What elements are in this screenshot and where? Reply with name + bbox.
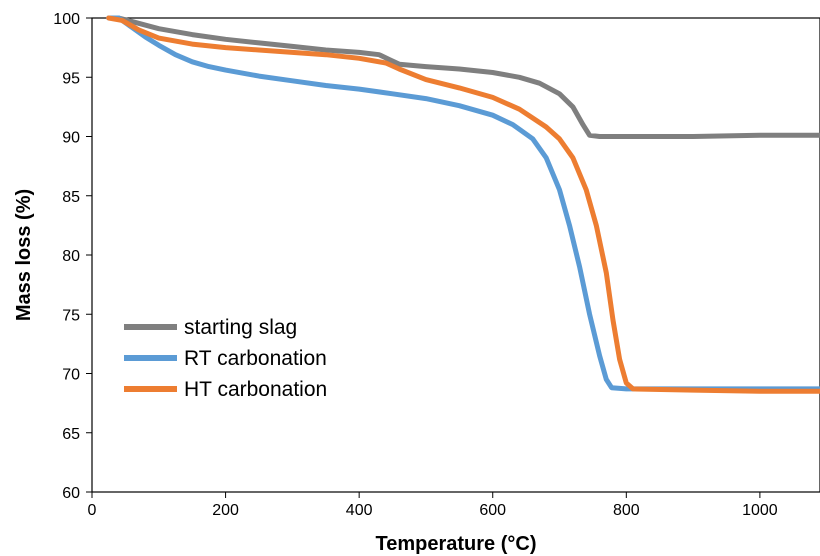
y-tick-label: 65 <box>62 426 80 443</box>
x-tick-label: 800 <box>613 502 640 519</box>
legend-label: HT carbonation <box>184 378 327 401</box>
x-tick-label: 200 <box>212 502 239 519</box>
y-tick-label: 80 <box>62 248 80 265</box>
series-line-rt-carbonation <box>106 15 820 392</box>
y-tick-label: 100 <box>53 11 80 28</box>
y-axis-title: Mass loss (%) <box>13 189 35 321</box>
x-tick-label: 400 <box>346 502 373 519</box>
legend-label: starting slag <box>184 316 297 339</box>
legend: starting slag RT carbonation HT carbonatio… <box>124 316 327 401</box>
x-tick-label: 1000 <box>742 502 778 519</box>
x-tick-label: 0 <box>88 502 97 519</box>
series-line-starting-slag <box>106 15 820 139</box>
x-axis-title: Temperature (°C) <box>376 533 537 555</box>
y-tick-label: 90 <box>62 130 80 147</box>
series-line-ht-carbonation <box>106 15 820 394</box>
y-tick-label: 95 <box>62 70 80 87</box>
x-tick-label: 600 <box>479 502 506 519</box>
y-tick-label: 85 <box>62 189 80 206</box>
y-tick-label: 60 <box>62 485 80 502</box>
legend-label: RT carbonation <box>184 347 327 370</box>
y-tick-label: 75 <box>62 307 80 324</box>
y-tick-label: 70 <box>62 367 80 384</box>
